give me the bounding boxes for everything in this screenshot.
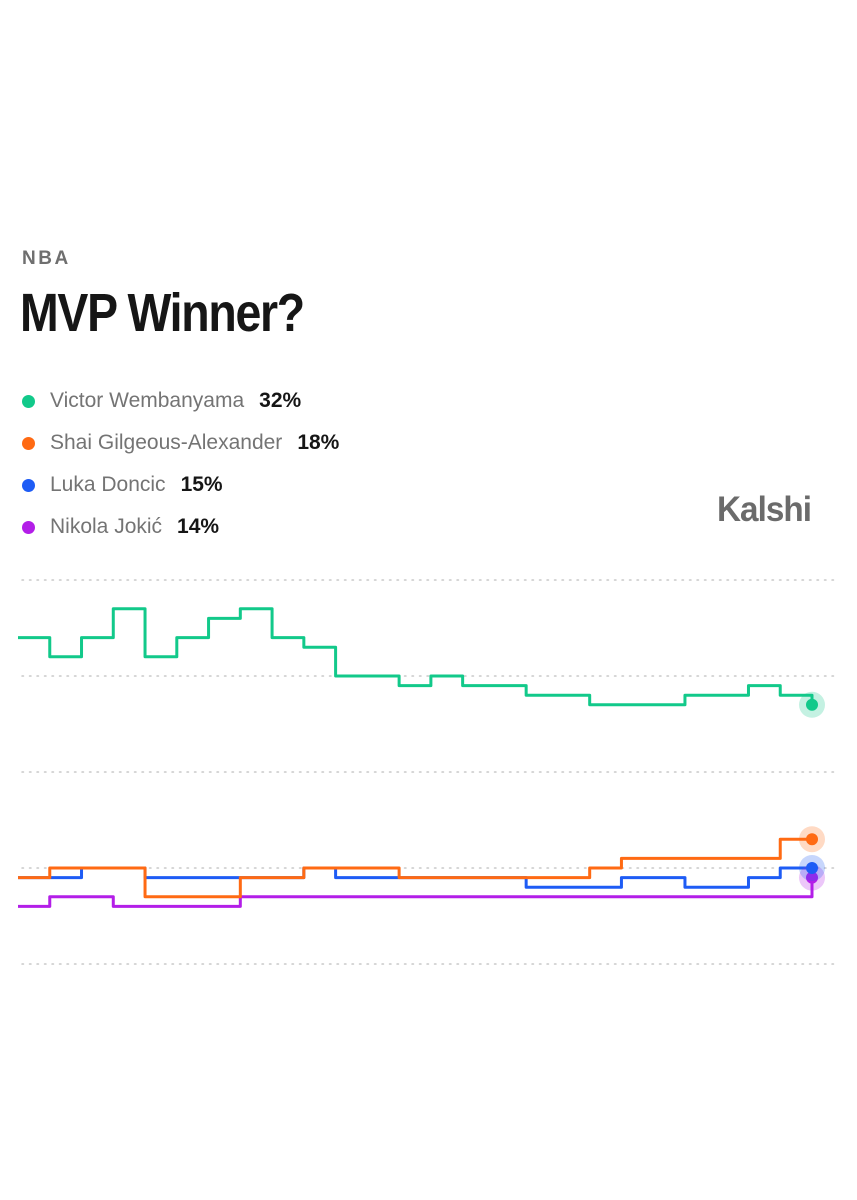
end-point-marker: [806, 698, 818, 711]
end-point-marker: [806, 871, 818, 884]
chart-end-markers: [799, 691, 825, 891]
legend-name: Nikola Jokić: [50, 515, 163, 538]
series-color-dot: [22, 478, 35, 492]
legend-name: Victor Wembanyama: [50, 389, 245, 412]
page-title: MVP Winner?: [20, 283, 305, 343]
legend-value: 32%: [259, 389, 302, 412]
legend-value: 15%: [180, 473, 223, 496]
series-line-3: [18, 877, 814, 908]
legend-value: 18%: [297, 431, 340, 454]
legend-name: Luka Doncic: [50, 473, 166, 496]
end-point-marker: [806, 833, 818, 846]
chart-legend: Victor Wembanyama 32% Shai Gilgeous-Alex…: [22, 380, 339, 548]
legend-value: 14%: [177, 515, 220, 538]
series-line-0: [18, 607, 814, 707]
series-color-dot: [22, 436, 35, 450]
legend-name: Shai Gilgeous-Alexander: [50, 431, 283, 454]
category-label: NBA: [22, 248, 71, 269]
kalshi-logo: Kalshi: [717, 490, 812, 529]
legend-item-jokic: Nikola Jokić 14%: [22, 506, 339, 548]
series-color-dot: [22, 520, 35, 534]
legend-item-gilgeous-alexander: Shai Gilgeous-Alexander 18%: [22, 422, 339, 464]
end-point-marker: [806, 862, 818, 874]
chart-series: [18, 607, 814, 908]
line-chart: [18, 579, 836, 965]
legend-item-wembanyama: Victor Wembanyama 32%: [22, 380, 339, 422]
series-line-1: [18, 837, 812, 899]
chart-grid: [21, 579, 836, 965]
series-color-dot: [22, 394, 35, 408]
legend-item-doncic: Luka Doncic 15%: [22, 464, 339, 506]
